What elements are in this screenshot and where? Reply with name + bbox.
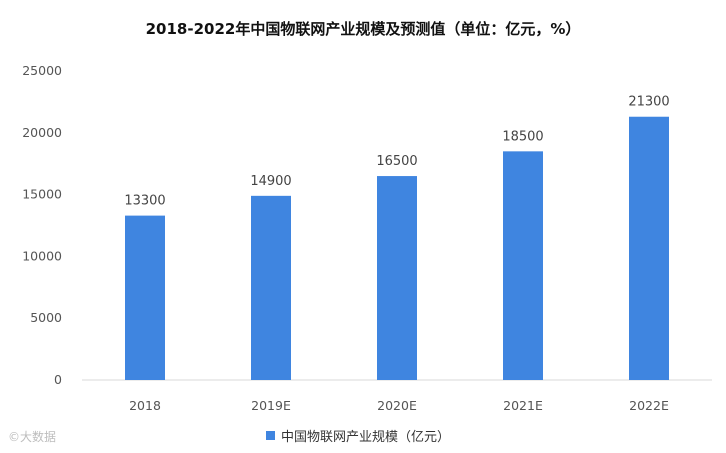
bar-2019E: [251, 195, 291, 380]
data-label: 18500: [502, 129, 543, 144]
watermark-logo: ©大数据: [8, 429, 56, 444]
x-tick-label: 2020E: [377, 398, 417, 413]
x-tick-label: 2018: [129, 398, 161, 413]
y-tick-label: 25000: [22, 63, 62, 78]
bar-2021E: [503, 151, 543, 380]
watermark: ©大数据: [8, 429, 56, 444]
bar-2020E: [377, 176, 417, 380]
y-tick-label: 5000: [30, 310, 62, 325]
chart-title: 2018-2022年中国物联网产业规模及预测值（单位：亿元，%）: [146, 20, 581, 38]
y-tick-label: 15000: [22, 187, 62, 202]
data-label: 14900: [250, 174, 291, 189]
bar-2018: [125, 215, 165, 380]
legend-label: 中国物联网产业规模（亿元）: [281, 430, 450, 445]
x-tick-label: 2022E: [629, 398, 669, 413]
bar-2022E: [629, 116, 669, 381]
data-label: 16500: [376, 154, 417, 169]
bars-group: [125, 116, 669, 381]
legend-swatch: [266, 431, 275, 440]
legend: 中国物联网产业规模（亿元）: [266, 430, 450, 445]
x-tick-label: 2019E: [251, 398, 291, 413]
y-tick-label: 10000: [22, 248, 62, 263]
x-axis: 2018 2019E 2020E 2021E 2022E: [129, 398, 669, 413]
y-axis: 0 5000 10000 15000 20000 25000: [22, 63, 62, 387]
data-label: 21300: [628, 95, 669, 110]
y-tick-label: 0: [54, 372, 62, 387]
data-label: 13300: [124, 194, 165, 209]
y-tick-label: 20000: [22, 125, 62, 140]
data-labels: 13300 14900 16500 18500 21300: [124, 95, 669, 209]
x-tick-label: 2021E: [503, 398, 543, 413]
